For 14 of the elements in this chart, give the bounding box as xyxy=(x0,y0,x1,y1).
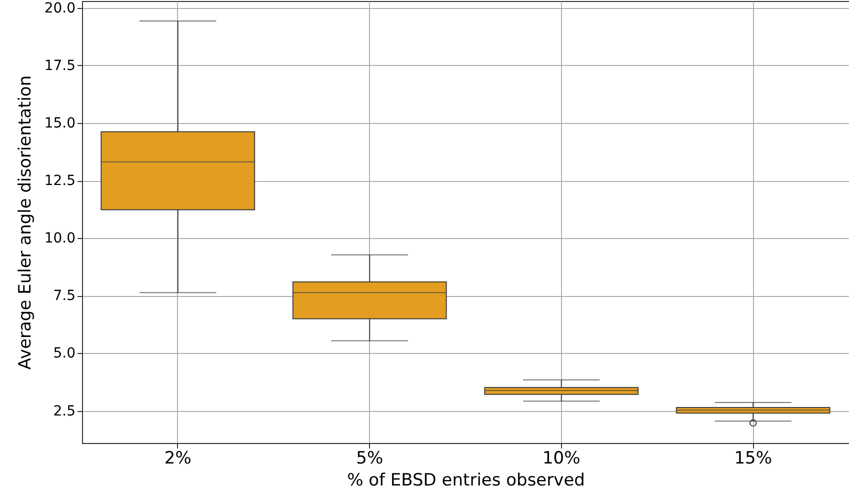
x-tick-label: 5% xyxy=(356,448,384,468)
x-tick-label: 10% xyxy=(542,448,580,468)
y-tick-label: 10.0 xyxy=(44,230,76,247)
x-axis-title: % of EBSD entries observed xyxy=(347,470,585,490)
x-tick-label: 2% xyxy=(164,448,192,468)
y-tick-label: 20.0 xyxy=(44,0,76,16)
y-axis-title: Average Euler angle disorientation xyxy=(15,75,36,370)
y-tick-label: 15.0 xyxy=(44,116,76,132)
y-tick-label: 17.5 xyxy=(44,58,76,74)
y-tick-label: 12.5 xyxy=(44,173,76,190)
y-tick-label: 2.5 xyxy=(53,403,76,420)
x-tick-label: 15% xyxy=(734,448,772,468)
y-tick-label: 7.5 xyxy=(53,288,76,304)
y-tick-label: 5.0 xyxy=(53,346,76,362)
